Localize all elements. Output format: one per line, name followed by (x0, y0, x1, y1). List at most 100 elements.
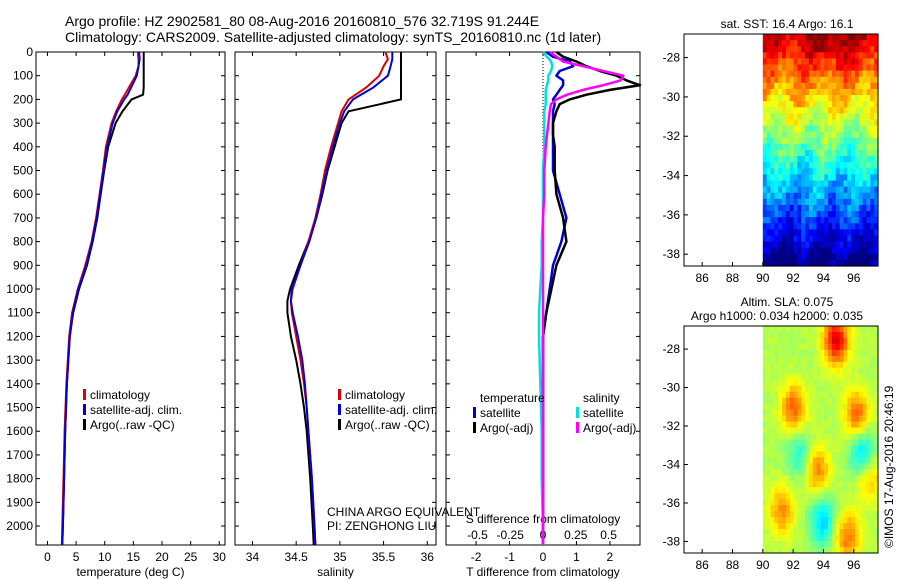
heatmap-cell (816, 259, 822, 267)
heatmap-cell (820, 46, 825, 53)
heatmap-cell (782, 95, 787, 102)
heatmap-cell (770, 211, 775, 218)
heatmap-cell (816, 403, 822, 411)
heatmap-cell (835, 76, 841, 84)
heatmap-cell (816, 247, 822, 255)
heatmap-cell (782, 361, 787, 369)
heatmap-cell (847, 34, 852, 41)
heatmap-cell (801, 76, 806, 84)
heatmap-cell (854, 204, 860, 212)
heatmap-cell (816, 95, 822, 102)
heatmap-cell (851, 241, 856, 249)
heatmap-cell (770, 355, 775, 363)
heatmap-cell (847, 385, 852, 393)
heatmap-cell (793, 391, 798, 399)
heatmap-cell (778, 34, 783, 41)
heatmap-cell (770, 217, 775, 224)
heatmap-cell (874, 487, 879, 494)
heatmap-cell (831, 349, 837, 357)
heatmap-cell (805, 241, 810, 249)
heatmap-cell (774, 88, 779, 96)
heatmap-cell (839, 523, 845, 530)
heatmap-cell (812, 217, 818, 224)
heatmap-cell (778, 355, 783, 363)
heatmap-cell (774, 131, 779, 139)
heatmap-cell (762, 82, 768, 90)
heatmap-cell (816, 445, 822, 453)
heatmap-cell (762, 385, 768, 393)
heatmap-cell (862, 493, 868, 500)
legend-label: satellite (480, 406, 521, 420)
heatmap-cell (762, 119, 768, 127)
heatmap-cell (782, 40, 787, 47)
heatmap-cell (785, 385, 791, 393)
heatmap-cell (766, 541, 772, 548)
heatmap-cell (874, 143, 879, 151)
heatmap-cell (785, 343, 791, 351)
heatmap-cell (854, 403, 860, 411)
heatmap-cell (766, 535, 772, 542)
heatmap-cell (851, 46, 856, 53)
heatmap-cell (770, 259, 775, 267)
heatmap-cell (854, 433, 860, 441)
heatmap-cell (851, 52, 856, 60)
heatmap-cell (820, 403, 825, 411)
heatmap-cell (843, 529, 848, 536)
heatmap-cell (785, 421, 791, 429)
heatmap-cell (854, 198, 860, 206)
heatmap-cell (854, 259, 860, 267)
heatmap-cell (808, 541, 814, 548)
y-tick-label: 1300 (6, 353, 33, 367)
heatmap-cell (835, 535, 841, 542)
heatmap-cell (874, 409, 879, 417)
heatmap-cell (847, 361, 852, 369)
heatmap-cell (778, 259, 783, 267)
heatmap-cell (778, 433, 783, 441)
heatmap-cell (828, 403, 833, 411)
heatmap-cell (831, 76, 837, 84)
heatmap-cell (874, 253, 879, 261)
x-tick-label: 90 (756, 558, 770, 572)
heatmap-cell (766, 493, 772, 500)
heatmap-cell (805, 505, 810, 512)
y-tick-label: 300 (13, 116, 33, 130)
heatmap-cell (820, 168, 825, 176)
heatmap-cell (862, 523, 868, 530)
heatmap-cell (808, 235, 814, 243)
heatmap-cell (854, 82, 860, 90)
heatmap-cell (797, 529, 802, 536)
heatmap-cell (828, 337, 833, 345)
heatmap-cell (774, 247, 779, 255)
heatmap-cell (782, 235, 787, 243)
heatmap-cell (782, 186, 787, 194)
heatmap-cell (816, 40, 822, 47)
heatmap-cell (866, 211, 871, 218)
heatmap-cell (774, 451, 779, 459)
heatmap-cell (812, 107, 818, 114)
heatmap-cell (770, 235, 775, 243)
heatmap-cell (793, 535, 798, 542)
heatmap-cell (801, 379, 806, 387)
heatmap-cell (785, 229, 791, 237)
heatmap-cell (805, 415, 810, 423)
heatmap-cell (778, 82, 783, 90)
heatmap-cell (782, 217, 787, 224)
heatmap-cell (793, 34, 798, 41)
heatmap-cell (816, 337, 822, 345)
heatmap-cell (801, 64, 806, 72)
heatmap-cell (808, 337, 814, 345)
heatmap-cell (789, 131, 795, 139)
heatmap-cell (870, 88, 875, 96)
heatmap-cell (778, 162, 783, 169)
heatmap-cell (770, 517, 775, 524)
heatmap-cell (808, 211, 814, 218)
heatmap-cell (824, 403, 829, 411)
heatmap-cell (801, 487, 806, 494)
y-tick-label: -38 (663, 247, 681, 261)
heatmap-cell (851, 403, 856, 411)
heatmap-cell (847, 113, 852, 121)
heatmap-cell (820, 223, 825, 230)
heatmap-cell (816, 162, 822, 169)
heatmap-cell (797, 180, 802, 188)
heatmap-cell (843, 168, 848, 176)
